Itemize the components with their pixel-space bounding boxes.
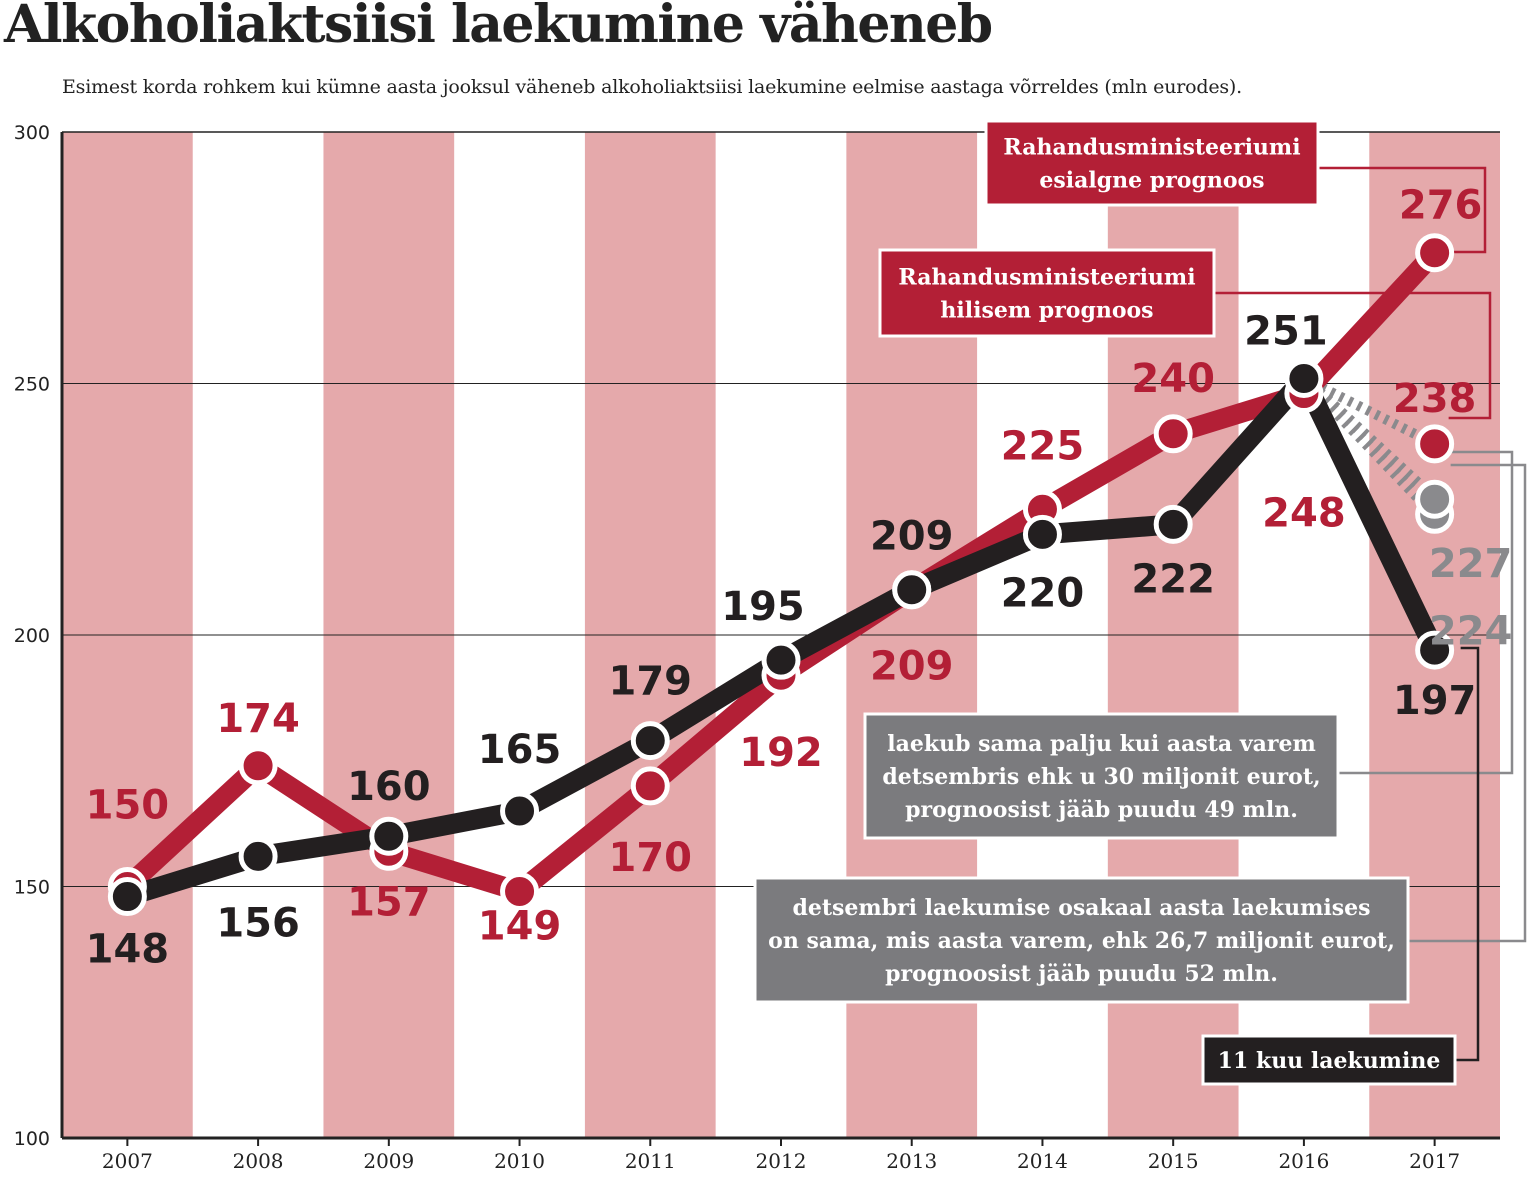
black-point-2016 [1284,358,1324,398]
connector-box1 [1318,166,1487,254]
annotation-box-december-share-text: on sama, mis aasta varem, ehk 26,7 miljo… [768,928,1395,954]
black-point-2013 [892,570,932,610]
black-value-label: 165 [478,727,562,773]
black-point-2010 [500,791,540,831]
annotation-box-later-forecast-text: Rahandusministeeriumi [898,265,1195,291]
black-value-label: 160 [347,764,431,810]
red-value-label: 150 [86,783,170,829]
forecast-label-238: 238 [1393,376,1477,422]
black-point-2007 [107,877,147,917]
red-value-label: 174 [216,696,300,742]
x-tick-label: 2008 [233,1149,284,1173]
red-value-label: 209 [870,644,954,690]
annotation-box-later-forecast-text: hilisem prognoos [940,298,1153,324]
x-tick-label: 2014 [1017,1149,1068,1173]
black-value-label: 179 [609,659,693,705]
red-point-2008 [238,746,278,786]
x-tick-label: 2016 [1278,1149,1329,1173]
annotation-box-initial-forecast-text: Rahandusministeeriumi [1003,135,1300,161]
black-point-2012 [761,640,801,680]
x-tick-label: 2011 [625,1149,676,1173]
connector-box5 [1455,646,1480,1062]
red-value-label: 192 [739,730,823,776]
black-value-label: 209 [870,514,954,560]
x-tick-label: 2007 [102,1149,153,1173]
annotation-box-initial-forecast-text: esialgne prognoos [1039,168,1264,194]
annotation-box-december-same-text: detsembris ehk u 30 miljonit eurot, [882,764,1320,790]
black-point-2017 [1415,630,1455,670]
black-value-label: 220 [1001,570,1085,616]
black-value-label: 156 [216,900,300,946]
connector-box3 [1338,450,1514,775]
y-tick-label: 100 [14,1128,50,1150]
annotation-box-december-same-text: prognoosist jääb puudu 49 mln. [905,797,1298,823]
red-value-label: 170 [609,835,693,881]
y-tick-label: 200 [14,625,50,647]
axes: 2007 2008 2009 2010 2011 2012 2013 2014 2015 2016… [60,132,1500,1173]
red-value-label: 225 [1001,423,1085,469]
red-point-2011 [630,766,670,806]
annotation-box-december-same-text: laekub sama palju kui aasta varem [887,731,1315,757]
red-value-label: 276 [1399,183,1483,229]
annotation-connectors [1214,166,1527,1062]
black-point-2009 [369,816,409,856]
forecast-point-238 [1415,424,1455,464]
black-value-label: 222 [1131,556,1215,602]
annotation-box-later-forecast [878,248,1216,338]
x-tick-label: 2012 [756,1149,807,1173]
chart-title: Alkoholiaktsiisi laekumine väheneb [4,0,993,55]
black-value-label: 197 [1393,678,1477,724]
red-value-label: 240 [1131,356,1215,402]
red-point-2015 [1153,414,1193,454]
annotation-box-11-month-text: 11 kuu laekumine [1218,1048,1441,1074]
forecast-point-227 [1415,479,1455,519]
connector-box4 [1408,463,1527,943]
annotation-box-december-share-text: prognoosist jääb puudu 52 mln. [885,961,1278,987]
x-tick-label: 2009 [363,1149,414,1173]
black-value-label: 148 [86,927,170,973]
value-labels: 150 174 157 149 170 192 209 225 240 248 276 148 156 1… [86,183,1513,973]
black-point-2014 [1022,514,1062,554]
black-point-2015 [1153,504,1193,544]
annotation-box-11-month [1201,1034,1457,1086]
red-value-label: 157 [347,879,431,925]
y-tick-label: 300 [14,122,50,144]
chart-subtitle: Esimest korda rohkem kui kümne aasta joo… [62,76,1242,98]
annotation-box-december-share-text: detsembri laekumise osakaal aasta laekum… [792,895,1370,921]
forecast-label-227: 227 [1429,541,1513,587]
red-value-label: 248 [1262,491,1346,537]
red-point-2010 [500,872,540,912]
annotation-box-december-share [753,876,1410,1004]
x-tick-label: 2013 [886,1149,937,1173]
annotation-box-initial-forecast [984,119,1320,207]
black-point-2011 [630,721,670,761]
red-point-2017 [1415,233,1455,273]
annotation-boxes: Rahandusministeeriumi esialgne prognoos Ra… [753,119,1457,1086]
y-tick-label: 250 [14,374,50,396]
x-tick-label: 2017 [1409,1149,1460,1173]
series-points [107,233,1455,917]
x-tick-label: 2010 [494,1149,545,1173]
annotation-box-december-same [863,712,1340,840]
y-tick-label: 150 [14,877,50,899]
connector-box2 [1214,291,1492,420]
black-value-label: 251 [1244,308,1328,354]
forecast-label-224: 224 [1429,608,1513,654]
black-point-2008 [238,836,278,876]
black-value-label: 195 [721,584,805,630]
red-value-label: 149 [478,904,562,950]
x-tick-label: 2015 [1148,1149,1199,1173]
forecast-dash-238 [1301,373,1437,449]
